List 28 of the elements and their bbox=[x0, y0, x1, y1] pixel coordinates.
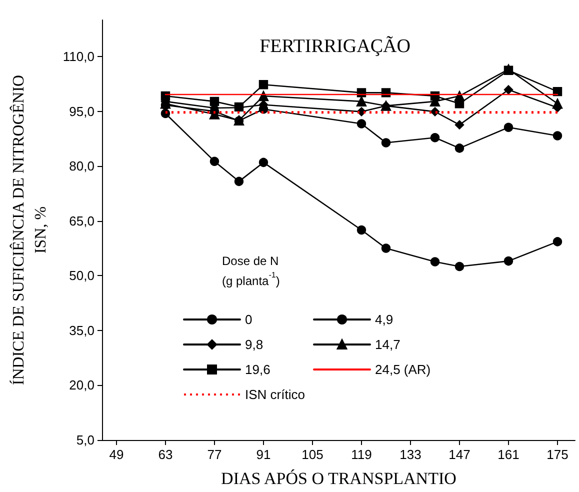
legend-label: 19,6 bbox=[245, 362, 270, 377]
text: FERTIRRIGAÇÃO bbox=[260, 36, 410, 57]
legend-label: ISN crítico bbox=[245, 387, 305, 402]
y-tick-label: 20,0 bbox=[69, 378, 94, 393]
x-tick-label: 105 bbox=[302, 447, 324, 462]
legend-label: 0 bbox=[245, 312, 252, 327]
y-tick-label: 95,0 bbox=[69, 104, 94, 119]
legend-label: 9,8 bbox=[245, 337, 264, 352]
y-tick-label: 65,0 bbox=[69, 213, 94, 228]
x-tick-label: 147 bbox=[448, 447, 470, 462]
x-tick-label: 119 bbox=[351, 447, 372, 462]
x-tick-label: 133 bbox=[400, 447, 422, 462]
x-tick-label: 63 bbox=[158, 447, 173, 462]
y-tick-label: 80,0 bbox=[69, 158, 94, 174]
x-tick-label: 175 bbox=[546, 447, 568, 462]
legend-label: 14,7 bbox=[375, 337, 400, 352]
y-tick-label: 35,0 bbox=[69, 322, 94, 338]
y-tick-label: 5,0 bbox=[76, 432, 94, 448]
x-axis-title: DIAS APÓS O TRANSPLANTIO bbox=[221, 469, 456, 488]
x-tick-label: 77 bbox=[207, 447, 222, 462]
y-tick-label: 110,0 bbox=[62, 49, 94, 64]
x-tick-label: 161 bbox=[498, 447, 520, 462]
x-tick-label: 91 bbox=[256, 447, 271, 462]
y-axis-title: ÍNDICE DE SUFICIÊNCIA DE NITROGÊNIO ISN, % bbox=[10, 74, 50, 386]
x-tick-label: 49 bbox=[109, 447, 124, 462]
y-tick-label: 50,0 bbox=[69, 268, 94, 284]
legend-label: 24,5 (AR) bbox=[375, 362, 431, 377]
legend-label: 4,9 bbox=[375, 312, 394, 327]
